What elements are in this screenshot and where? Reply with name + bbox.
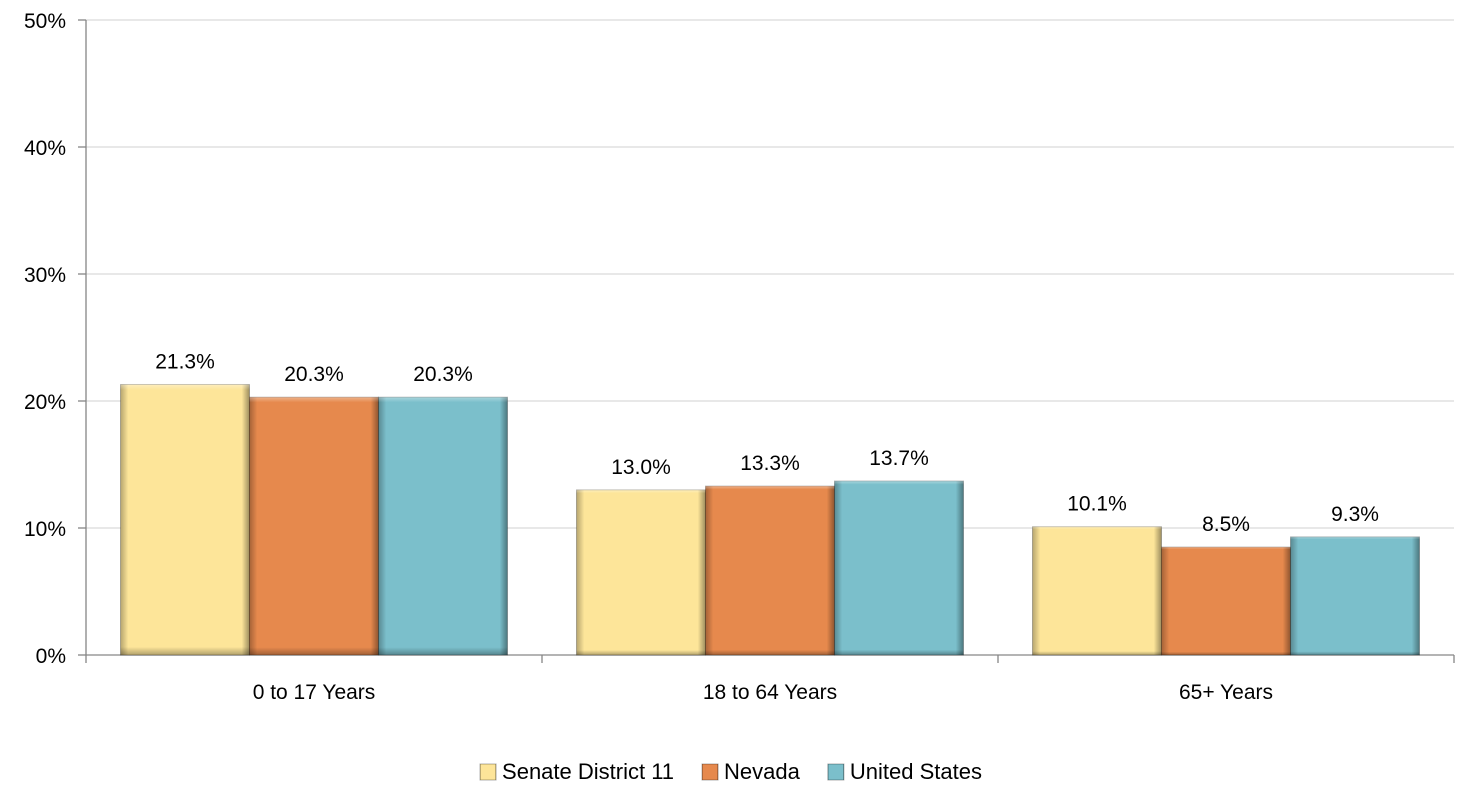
data-label: 21.3% [155,350,215,373]
data-label: 13.3% [740,452,800,475]
data-label: 20.3% [284,363,344,386]
legend-swatch [701,763,719,781]
data-label: 10.1% [1067,493,1127,516]
legend-swatch [827,763,845,781]
bar [834,480,964,656]
legend-swatch [479,763,497,781]
bar [1290,536,1420,656]
data-label: 9.3% [1331,503,1379,526]
x-tick-label: 0 to 17 Years [253,681,376,704]
y-tick-label: 50% [24,10,66,33]
y-tick-label: 0% [36,645,66,668]
data-labels: 21.3% 20.3% 20.3% 13.0% 13.3% 13.7% 10.1% 8.5% 9… [155,350,1379,536]
y-tick-label: 30% [24,264,66,287]
x-tick-label: 18 to 64 Years [703,681,837,704]
bar [120,383,250,656]
legend: Senate District 11 Nevada United States [479,759,982,784]
bar [378,396,508,656]
bar [705,485,835,656]
bar [1161,546,1291,656]
bars [120,383,1420,656]
bar [249,396,379,656]
data-label: 13.7% [869,447,929,470]
y-tick-label: 10% [24,518,66,541]
data-label: 13.0% [611,456,671,479]
data-label: 20.3% [413,363,473,386]
y-tick-label: 40% [24,137,66,160]
legend-label: United States [850,759,982,784]
bar [1032,526,1162,656]
bar [576,489,706,656]
y-tick-label: 20% [24,391,66,414]
legend-label: Nevada [724,759,801,784]
data-label: 8.5% [1202,513,1250,536]
legend-label: Senate District 11 [502,759,674,784]
x-tick-label: 65+ Years [1179,681,1273,704]
